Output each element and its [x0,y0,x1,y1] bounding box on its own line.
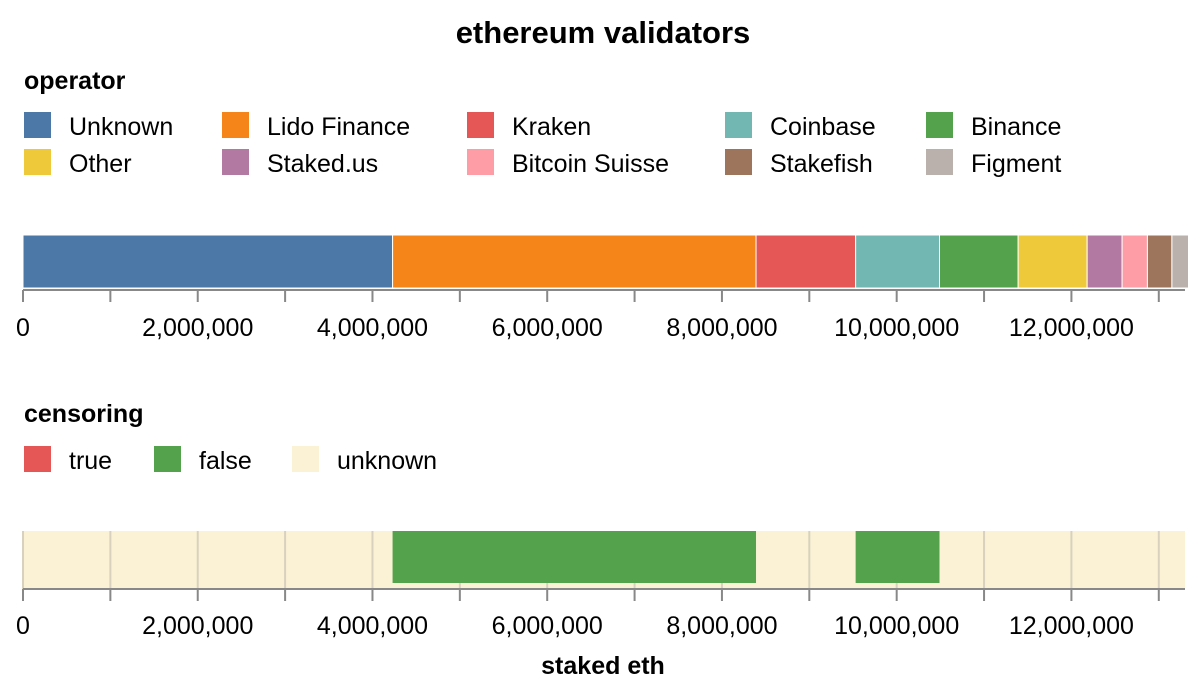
operator-legend-label-kraken: Kraken [512,113,591,141]
operator-legend-label-staked-us: Staked.us [267,150,378,178]
operator-legend-swatch-lido-finance [222,112,249,138]
operator-bar-stakefish [1146,234,1173,289]
operator-bar-figment [1171,234,1189,289]
operator-tick-label: 6,000,000 [492,314,603,342]
censoring-legend-label-unknown: unknown [337,447,437,475]
operator-legend-label-bitcoin-suisse: Bitcoin Suisse [512,150,669,178]
operator-bar-coinbase [855,234,940,289]
censoring-tick-label: 12,000,000 [1009,612,1134,640]
operator-legend-title: operator [24,67,126,95]
operator-legend-label-lido-finance: Lido Finance [267,113,410,141]
operator-legend-swatch-binance [926,112,953,138]
operator-tick-label: 12,000,000 [1009,314,1134,342]
operator-legend-swatch-figment [926,149,953,175]
x-axis-title: staked eth [541,652,665,680]
operator-tick-label: 10,000,000 [834,314,959,342]
censoring-bar-false-1 [392,531,757,583]
operator-x-axis: 0 2,000,000 4,000,000 6,000,000 8,000,000 10,… [16,289,1185,342]
censoring-tick-label: 2,000,000 [142,612,253,640]
operator-legend: Unknown Lido Finance Kraken Coinbase Binance… [24,112,1061,178]
operator-legend-swatch-coinbase [725,112,752,138]
censoring-tick-label: 0 [16,612,30,640]
censoring-legend-label-true: true [69,447,112,475]
operator-legend-swatch-kraken [467,112,494,138]
censoring-legend-swatch-unknown [292,446,319,472]
operator-legend-swatch-stakefish [725,149,752,175]
operator-legend-swatch-staked-us [222,149,249,175]
operator-bar-bitcoin-suisse [1121,234,1148,289]
operator-tick-label: 8,000,000 [666,314,777,342]
operator-tick-label: 0 [16,314,30,342]
censoring-tick-label: 8,000,000 [666,612,777,640]
operator-tick-label: 2,000,000 [142,314,253,342]
operator-bar-lido-finance [392,234,757,289]
operator-legend-swatch-unknown [24,112,51,138]
censoring-x-axis: 0 2,000,000 4,000,000 6,000,000 8,000,000 10,… [16,588,1185,640]
operator-bar-binance [938,234,1019,289]
operator-legend-label-unknown: Unknown [69,113,173,141]
operator-tick-label: 4,000,000 [317,314,428,342]
censoring-legend: true false unknown [24,446,437,475]
censoring-tick-label: 6,000,000 [492,612,603,640]
censoring-tick-label: 10,000,000 [834,612,959,640]
operator-legend-swatch-other [24,149,51,175]
operator-legend-swatch-bitcoin-suisse [467,149,494,175]
operator-legend-label-coinbase: Coinbase [770,113,876,141]
operator-legend-label-binance: Binance [971,113,1061,141]
chart-title: ethereum validators [456,15,751,50]
censoring-legend-swatch-true [24,446,51,472]
operator-legend-label-stakefish: Stakefish [770,150,873,178]
censoring-legend-swatch-false [154,446,181,472]
operator-legend-label-figment: Figment [971,150,1061,178]
operator-bar-unknown [22,234,394,289]
censoring-bar-false-3 [855,531,940,583]
operator-bar-chart [22,234,1189,289]
operator-bar-staked-us [1086,234,1123,289]
operator-bar-other [1017,234,1088,289]
censoring-legend-label-false: false [199,447,252,475]
operator-bar-kraken [755,234,857,289]
operator-legend-label-other: Other [69,150,132,178]
censoring-tick-label: 4,000,000 [317,612,428,640]
censoring-bar-chart [22,531,1185,589]
censoring-legend-title: censoring [24,400,143,428]
